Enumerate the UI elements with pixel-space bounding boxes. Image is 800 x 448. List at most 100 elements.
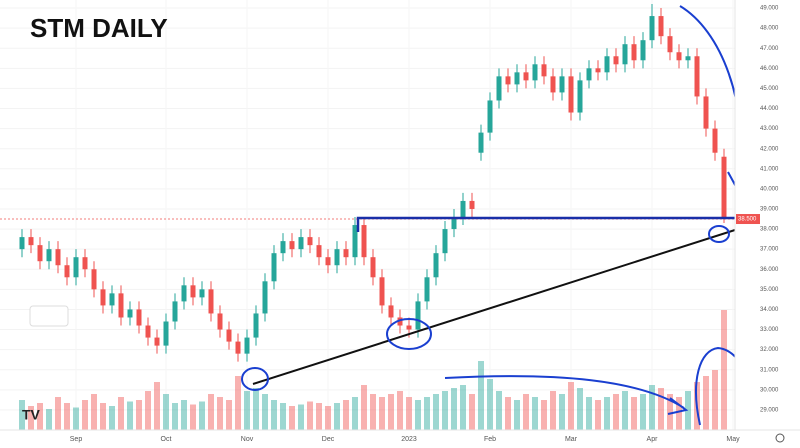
volume-bar: [271, 400, 277, 430]
candle-body: [316, 245, 322, 258]
candle-body: [685, 56, 691, 61]
volume-bar: [280, 403, 286, 430]
candle-body: [622, 44, 628, 65]
candle-body: [163, 321, 169, 346]
volume-bar: [334, 403, 340, 430]
toolbar[interactable]: [29, 305, 69, 327]
settings-icon[interactable]: [775, 433, 785, 443]
candle-body: [703, 96, 709, 129]
resistance-line: [356, 216, 762, 232]
candle-body: [541, 64, 547, 77]
volume-bar: [523, 394, 529, 430]
candle-body: [226, 329, 232, 342]
volume-bar: [667, 394, 673, 430]
y-tick-label: 40.000: [760, 186, 779, 192]
y-tick-label: 30.000: [760, 387, 779, 393]
volume-bar: [109, 406, 115, 430]
volume-bar: [469, 394, 475, 430]
candle-body: [181, 285, 187, 302]
x-tick-label: Apr: [647, 436, 659, 443]
volume-bar: [307, 401, 313, 430]
volume-bar: [199, 401, 205, 430]
candle-body: [442, 229, 448, 254]
candle-body: [244, 337, 250, 354]
axis-layer: 49.000 48.000 47.000 46.000 45.000 44.000 43.0…: [70, 6, 779, 443]
candle-body: [145, 325, 151, 338]
y-tick-label: 47.000: [760, 46, 779, 52]
y-tick-label: 48.000: [760, 26, 779, 32]
y-tick-label: 33.000: [760, 327, 779, 333]
candle-body: [388, 305, 394, 318]
candle-body: [217, 313, 223, 330]
candle-body: [658, 16, 664, 37]
candle-body: [253, 313, 259, 338]
volume-bar: [37, 403, 43, 430]
candle-body: [109, 293, 115, 306]
volume-bar: [433, 394, 439, 430]
candle-body: [118, 293, 124, 318]
volume-bar: [298, 404, 304, 430]
volume-bar: [82, 400, 88, 430]
volume-bar: [325, 406, 331, 430]
candle-body: [28, 237, 34, 246]
volume-bar: [73, 407, 79, 430]
x-tick-label: Feb: [484, 436, 496, 443]
volume-bar: [55, 397, 61, 430]
volume-bar: [262, 394, 268, 430]
x-tick-label: May: [726, 436, 740, 443]
candle-body: [46, 249, 52, 262]
candle-body: [262, 281, 268, 314]
circle-mark: [241, 367, 269, 391]
candle-body: [532, 64, 538, 81]
volume-bar: [676, 397, 682, 430]
candle-body: [64, 265, 70, 278]
volume-bar: [190, 404, 196, 430]
candle-body: [577, 80, 583, 113]
volume-bar: [406, 397, 412, 430]
candle-body: [343, 249, 349, 258]
candle-body: [451, 217, 457, 230]
candle-body: [424, 277, 430, 302]
candle-body: [91, 269, 97, 290]
candle-body: [433, 253, 439, 278]
volume-bar: [505, 397, 511, 430]
last-price-label: 38.500: [738, 217, 757, 223]
candle-body: [487, 100, 493, 133]
candle-body: [559, 76, 565, 93]
volume-bar: [721, 310, 727, 430]
volume-bar: [496, 391, 502, 430]
candle-body: [505, 76, 511, 85]
y-tick-label: 29.000: [760, 407, 779, 413]
volume-bar: [127, 401, 133, 430]
circle-mark: [708, 225, 730, 243]
volume-bar: [703, 376, 709, 430]
volume-bar: [154, 382, 160, 430]
candle-body: [55, 249, 61, 266]
candle-body: [100, 289, 106, 306]
candle-body: [37, 245, 43, 262]
y-tick-label: 35.000: [760, 287, 779, 293]
volume-bar: [289, 406, 295, 430]
volume-bar: [424, 397, 430, 430]
y-tick-label: 43.000: [760, 126, 779, 132]
y-tick-label: 32.000: [760, 347, 779, 353]
volume-bar: [352, 397, 358, 430]
chart-title: STM DAILY: [30, 13, 168, 43]
candle-body: [712, 128, 718, 153]
y-tick-label: 36.000: [760, 267, 779, 273]
candle-body: [19, 237, 25, 250]
volume-bar: [604, 397, 610, 430]
candle-body: [514, 72, 520, 85]
volume-bar: [532, 397, 538, 430]
volume-bar: [658, 388, 664, 430]
volume-bar: [64, 403, 70, 430]
logo: TV: [22, 407, 41, 423]
candle-body: [172, 301, 178, 322]
candle-body: [415, 301, 421, 330]
y-tick-label: 46.000: [760, 66, 779, 72]
volume-bar: [118, 397, 124, 430]
candle-body: [550, 76, 556, 93]
volume-bar: [460, 385, 466, 430]
candle-body: [460, 200, 466, 218]
